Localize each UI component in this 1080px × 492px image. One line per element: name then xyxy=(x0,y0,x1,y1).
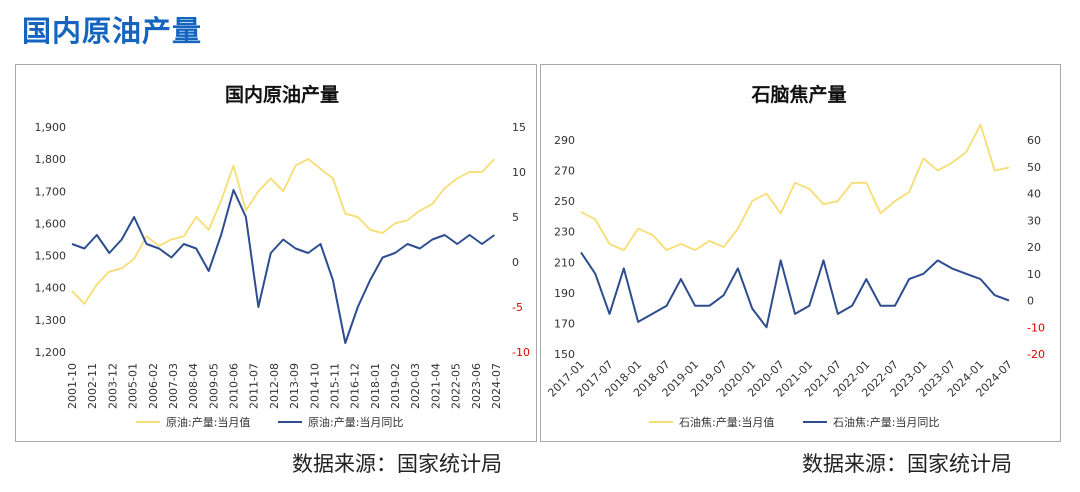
y-left-tick-label: 1,600 xyxy=(35,217,67,230)
y-left-tick-label: 170 xyxy=(554,317,575,330)
chart-title: 石脑焦产量 xyxy=(750,83,846,106)
y-right-tick-label: -10 xyxy=(512,346,530,359)
chart-title: 国内原油产量 xyxy=(225,83,339,106)
y-right-tick-label: 15 xyxy=(512,121,526,134)
y-left-tick-label: 190 xyxy=(554,287,575,300)
y-right-tick-label: 10 xyxy=(512,166,526,179)
y-left-tick-label: 1,200 xyxy=(35,346,67,359)
y-right-tick-label: 5 xyxy=(512,211,519,224)
y-left-tick-label: 150 xyxy=(554,348,575,361)
x-tick-label: 2022-05 xyxy=(450,363,463,409)
y-left-tick-label: 1,700 xyxy=(35,185,67,198)
x-tick-label: 2005-01 xyxy=(127,363,140,409)
x-tick-label: 2014-10 xyxy=(308,363,321,409)
x-tick-label: 2003-12 xyxy=(106,363,119,409)
y-left-tick-label: 1,500 xyxy=(35,250,67,263)
series-line-value xyxy=(580,123,1010,252)
legend-label: 原油:产量:当月同比 xyxy=(308,415,403,429)
x-tick-label: 2009-05 xyxy=(207,363,220,409)
y-left-tick-label: 1,300 xyxy=(35,314,67,327)
x-tick-label: 2024-07 xyxy=(490,363,503,409)
x-tick-label: 2010-06 xyxy=(228,363,241,409)
series-line-yoy xyxy=(71,189,495,344)
x-tick-label: 2012-08 xyxy=(268,363,281,409)
legend-label: 原油:产量:当月值 xyxy=(166,415,250,429)
panel-petroleum-coke: 石脑焦产量 150 170 190 210 230 250 270 290 -20 -10 0 10 20… xyxy=(540,64,1061,442)
y-right-tick-label: -5 xyxy=(512,301,523,314)
crude-oil-chart: 国内原油产量 1,200 1,300 1,400 1,500 1,600 1,700 1,80… xyxy=(35,83,530,429)
petroleum-coke-chart: 石脑焦产量 150 170 190 210 230 250 270 290 -20 -10 0 10 20… xyxy=(545,83,1045,429)
y-right-tick-label: 50 xyxy=(1027,161,1041,174)
x-tick-label: 2008-04 xyxy=(187,363,200,409)
panel-crude-oil: 国内原油产量 1,200 1,300 1,400 1,500 1,600 1,700 1,80… xyxy=(15,64,537,442)
page-title: 国内原油产量 xyxy=(22,14,203,48)
x-tick-label: 2016-12 xyxy=(349,363,362,409)
x-tick-label: 2021-04 xyxy=(429,363,442,409)
y-right-tick-label: 40 xyxy=(1027,188,1041,201)
y-right-tick-label: 0 xyxy=(512,256,519,269)
y-right-tick-label: 10 xyxy=(1027,268,1041,281)
y-right-tick-label: 30 xyxy=(1027,214,1041,227)
x-tick-label: 2019-02 xyxy=(389,363,402,409)
series-line-value xyxy=(71,158,496,305)
y-right-tick-label: 60 xyxy=(1027,134,1041,147)
legend-label: 石油焦:产量:当月同比 xyxy=(833,415,939,429)
y-left-tick-label: 230 xyxy=(554,226,575,239)
y-left-tick-label: 290 xyxy=(554,134,575,147)
y-left-tick-label: 250 xyxy=(554,195,575,208)
x-tick-label: 2023-06 xyxy=(470,363,483,409)
x-tick-label: 2015-11 xyxy=(328,363,341,409)
y-left-tick-label: 270 xyxy=(554,165,575,178)
x-tick-label: 2001-10 xyxy=(66,363,79,409)
x-tick-label: 2020-03 xyxy=(409,363,422,409)
source-note-left: 数据来源：国家统计局 xyxy=(292,452,502,476)
y-left-tick-label: 1,900 xyxy=(35,121,67,134)
y-left-tick-label: 210 xyxy=(554,256,575,269)
y-right-tick-label: -20 xyxy=(1027,348,1045,361)
x-tick-label: 2006-02 xyxy=(147,363,160,409)
y-right-tick-label: 20 xyxy=(1027,241,1041,254)
legend-label: 石油焦:产量:当月值 xyxy=(679,415,774,429)
y-right-tick-label: -10 xyxy=(1027,321,1045,334)
source-note-right: 数据来源：国家统计局 xyxy=(802,452,1012,476)
y-right-tick-label: 0 xyxy=(1027,295,1034,308)
x-tick-label: 2011-07 xyxy=(248,363,261,409)
y-left-tick-label: 1,400 xyxy=(35,282,67,295)
series-line-yoy xyxy=(580,251,1010,329)
y-left-tick-label: 1,800 xyxy=(35,153,67,166)
x-tick-label: 2007-03 xyxy=(167,363,180,409)
x-tick-label: 2018-01 xyxy=(369,363,382,409)
x-tick-label: 2013-09 xyxy=(288,363,301,409)
x-tick-label: 2002-11 xyxy=(86,363,99,409)
